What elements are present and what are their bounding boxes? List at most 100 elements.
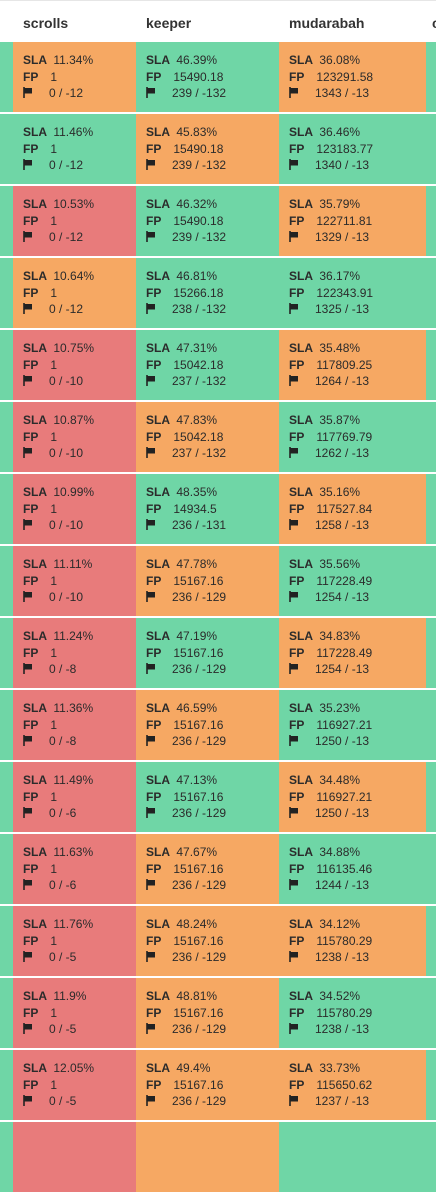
flag-value: 236 / -129 xyxy=(172,878,227,892)
column-header-partial[interactable]: c xyxy=(432,15,436,31)
metric-cell[interactable]: SLA 33.73% FP 115650.62 1237 / -13 xyxy=(279,1050,426,1120)
metric-cell[interactable]: SLA 34.88% FP 116135.46 1244 / -13 xyxy=(279,834,426,904)
fp-label: FP xyxy=(23,501,39,516)
sla-label: SLA xyxy=(146,701,170,715)
metric-cell[interactable]: SLA 34.48% FP 116927.21 1250 / -13 xyxy=(279,762,426,832)
flag-value: 0 / -8 xyxy=(49,662,77,676)
flag-line: 236 / -129 xyxy=(146,877,279,894)
flag-icon xyxy=(146,375,172,386)
sla-label: SLA xyxy=(289,485,313,499)
flag-line: 0 / -12 xyxy=(23,157,136,174)
fp-line: FP 14934.5 xyxy=(146,501,279,518)
fp-value: 15266.18 xyxy=(173,285,224,300)
sla-value: 10.99% xyxy=(53,485,95,499)
flag-value: 1238 / -13 xyxy=(315,950,370,964)
fp-label: FP xyxy=(146,501,162,516)
flag-value: 0 / -12 xyxy=(49,230,84,244)
metric-cell[interactable]: SLA 47.67% FP 15167.16 236 / -129 xyxy=(136,834,279,904)
flag-line: 236 / -129 xyxy=(146,733,279,750)
fp-value: 117228.49 xyxy=(316,645,373,660)
sla-label: SLA xyxy=(23,629,47,643)
metric-cell[interactable]: SLA 47.31% FP 15042.18 237 / -132 xyxy=(136,330,279,400)
column-header-mudarabah[interactable]: mudarabah xyxy=(289,15,365,31)
fp-label: FP xyxy=(146,69,162,84)
metric-cell[interactable]: SLA 34.83% FP 117228.49 1254 / -13 xyxy=(279,618,426,688)
flag-line: 237 / -132 xyxy=(146,373,279,390)
fp-label: FP xyxy=(23,789,39,804)
metric-cell[interactable]: SLA 47.78% FP 15167.16 236 / -129 xyxy=(136,546,279,616)
fp-label: FP xyxy=(23,717,39,732)
sla-line: SLA 34.12% xyxy=(289,916,426,933)
fp-line: FP 116135.46 xyxy=(289,861,426,878)
metric-cell[interactable]: SLA 49.4% FP 15167.16 236 / -129 xyxy=(136,1050,279,1120)
metric-cell[interactable]: SLA 34.52% FP 115780.29 1238 / -13 xyxy=(279,978,426,1048)
metric-cell[interactable]: SLA 45.83% FP 15490.18 239 / -132 xyxy=(136,114,279,184)
row-overflow-cell xyxy=(426,834,436,904)
metric-cell[interactable]: SLA 36.46% FP 123183.77 1340 / -13 xyxy=(279,114,426,184)
flag-value: 0 / -12 xyxy=(49,86,84,100)
sla-label: SLA xyxy=(289,989,313,1003)
fp-value: 1 xyxy=(50,69,58,84)
sla-line: SLA 47.31% xyxy=(146,340,279,357)
metric-cell[interactable]: SLA 35.23% FP 116927.21 1250 / -13 xyxy=(279,690,426,760)
row-overflow-cell xyxy=(426,474,436,544)
fp-line: FP 15042.18 xyxy=(146,429,279,446)
metric-cell[interactable]: SLA 48.35% FP 14934.5 236 / -131 xyxy=(136,474,279,544)
metric-cell[interactable]: SLA 34.12% FP 115780.29 1238 / -13 xyxy=(279,906,426,976)
flag-line: 0 / -5 xyxy=(23,1093,136,1110)
fp-value: 15042.18 xyxy=(173,357,224,372)
fp-line: FP 1 xyxy=(23,717,136,734)
flag-value: 237 / -132 xyxy=(172,374,227,388)
metric-cell[interactable]: SLA 35.56% FP 117228.49 1254 / -13 xyxy=(279,546,426,616)
column-header-keeper[interactable]: keeper xyxy=(146,15,192,31)
flag-value: 1262 / -13 xyxy=(315,446,370,460)
flag-line: 1264 / -13 xyxy=(289,373,426,390)
metric-cell[interactable]: SLA 36.17% FP 122343.91 1325 / -13 xyxy=(279,258,426,328)
fp-line: FP 115650.62 xyxy=(289,1077,426,1094)
flag-line: 236 / -129 xyxy=(146,1021,279,1038)
metric-cell[interactable]: SLA 46.32% FP 15490.18 239 / -132 xyxy=(136,186,279,256)
metric-cell[interactable]: SLA 48.24% FP 15167.16 236 / -129 xyxy=(136,906,279,976)
table-header: scrolls keeper mudarabah c xyxy=(0,0,436,44)
metric-cell[interactable]: SLA 35.16% FP 117527.84 1258 / -13 xyxy=(279,474,426,544)
metric-cell[interactable]: SLA 47.19% FP 15167.16 236 / -129 xyxy=(136,618,279,688)
fp-line: FP 15490.18 xyxy=(146,69,279,86)
metric-cell[interactable]: SLA 35.79% FP 122711.81 1329 / -13 xyxy=(279,186,426,256)
column-header-scrolls[interactable]: scrolls xyxy=(23,15,69,31)
flag-line: 239 / -132 xyxy=(146,229,279,246)
fp-value: 1 xyxy=(50,645,58,660)
row-edge-cell xyxy=(0,906,13,976)
sla-label: SLA xyxy=(146,773,170,787)
sla-label: SLA xyxy=(23,989,47,1003)
flag-icon xyxy=(23,879,49,890)
metric-cell[interactable]: SLA 35.48% FP 117809.25 1264 / -13 xyxy=(279,330,426,400)
metric-cell[interactable]: SLA 46.81% FP 15266.18 238 / -132 xyxy=(136,258,279,328)
sla-value: 47.31% xyxy=(176,341,218,355)
fp-line: FP 15490.18 xyxy=(146,213,279,230)
metric-cell[interactable]: SLA 46.59% FP 15167.16 236 / -129 xyxy=(136,690,279,760)
metric-cell[interactable]: SLA 47.83% FP 15042.18 237 / -132 xyxy=(136,402,279,472)
flag-icon xyxy=(289,159,315,170)
row-edge-cell xyxy=(0,1050,13,1120)
metric-cell[interactable]: SLA 36.08% FP 123291.58 1343 / -13 xyxy=(279,42,426,112)
metric-cell[interactable]: SLA 48.81% FP 15167.16 236 / -129 xyxy=(136,978,279,1048)
metric-cell[interactable]: SLA 35.87% FP 117769.79 1262 / -13 xyxy=(279,402,426,472)
metric-cell[interactable]: SLA 46.39% FP 15490.18 239 / -132 xyxy=(136,42,279,112)
metric-cell[interactable]: SLA 47.13% FP 15167.16 236 / -129 xyxy=(136,762,279,832)
